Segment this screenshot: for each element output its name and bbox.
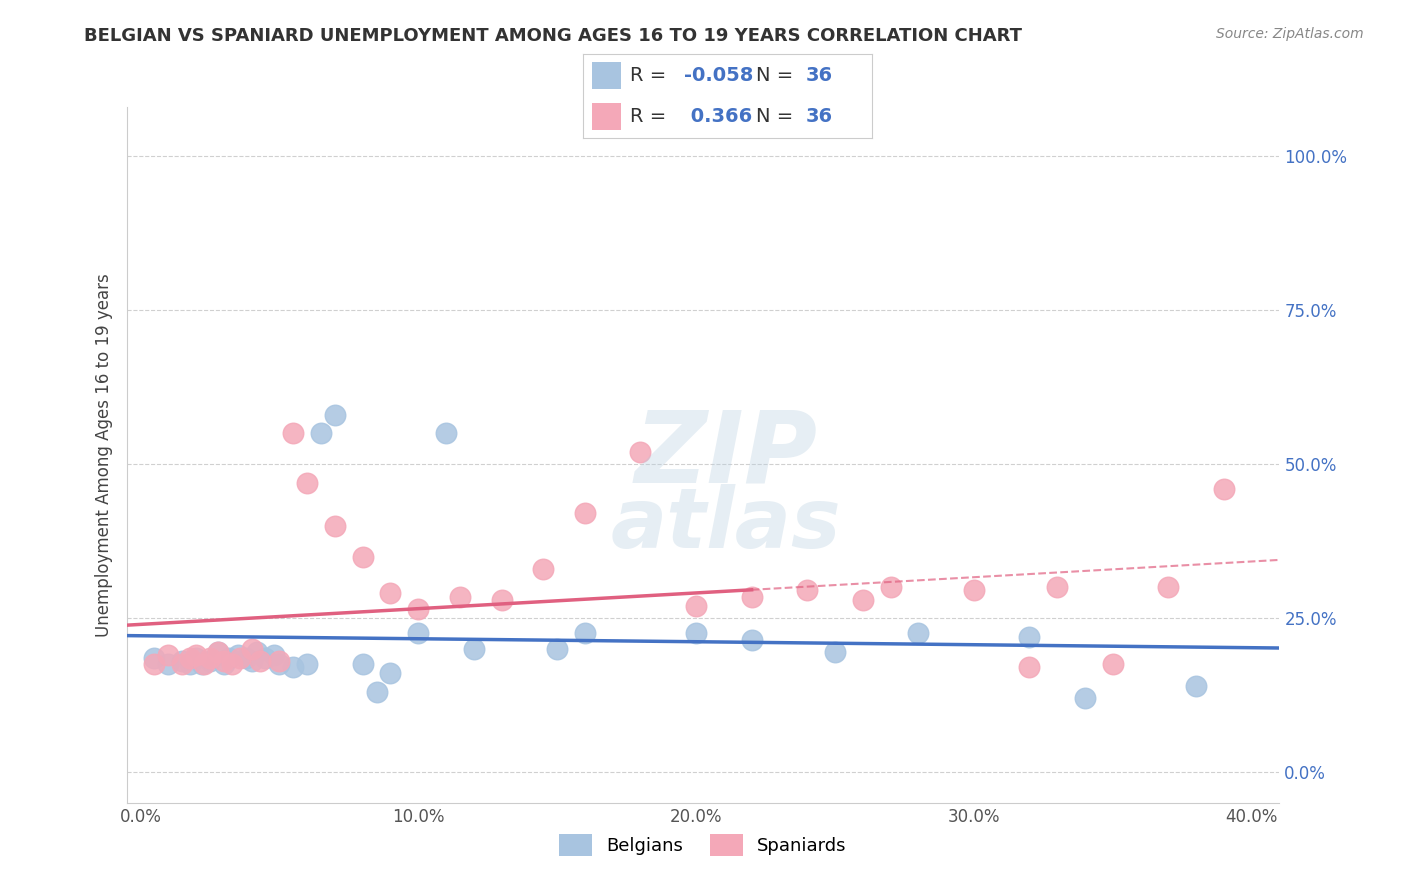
Point (190, 657, 212, 672)
Point (207, 645, 229, 659)
Point (574, 626, 596, 640)
FancyBboxPatch shape (592, 103, 621, 130)
Point (491, 592, 513, 607)
Point (179, 657, 201, 672)
Point (207, 645, 229, 659)
Point (269, 657, 291, 672)
Point (907, 626, 929, 640)
Point (406, 602, 429, 616)
Text: 0.366: 0.366 (685, 107, 752, 126)
Text: atlas: atlas (610, 484, 841, 565)
Point (143, 651, 166, 665)
Text: 36: 36 (806, 107, 832, 126)
Point (531, 562, 554, 576)
Point (323, 408, 346, 422)
FancyBboxPatch shape (592, 62, 621, 89)
Point (352, 657, 374, 672)
Point (157, 657, 180, 672)
Point (240, 654, 263, 668)
Point (449, 590, 471, 604)
Point (172, 657, 194, 672)
Point (295, 475, 318, 490)
Point (240, 641, 263, 656)
Text: Source: ZipAtlas.com: Source: ZipAtlas.com (1216, 27, 1364, 41)
Text: R =: R = (630, 66, 672, 85)
Point (221, 657, 243, 672)
Point (352, 549, 374, 564)
Point (198, 654, 221, 668)
Point (179, 651, 201, 665)
Point (879, 580, 901, 594)
Point (157, 648, 180, 662)
Point (283, 660, 305, 674)
Text: 36: 36 (806, 66, 832, 85)
Point (184, 648, 207, 662)
Point (229, 651, 252, 665)
Point (824, 645, 846, 659)
Point (1212, 482, 1234, 496)
Point (406, 626, 429, 640)
Point (249, 654, 271, 668)
Point (143, 657, 166, 672)
Point (1157, 580, 1180, 594)
Point (1074, 691, 1097, 706)
Point (741, 590, 763, 604)
Point (269, 654, 291, 668)
Point (852, 592, 875, 607)
Point (685, 626, 707, 640)
Point (254, 651, 277, 665)
Point (226, 648, 249, 662)
Point (212, 654, 235, 668)
Point (1046, 580, 1069, 594)
Point (1101, 657, 1123, 672)
Text: -0.058: -0.058 (685, 66, 754, 85)
Point (380, 666, 402, 681)
Text: R =: R = (630, 107, 672, 126)
Point (198, 651, 221, 665)
Point (309, 426, 332, 441)
Point (235, 651, 257, 665)
Point (463, 641, 485, 656)
Y-axis label: Unemployment Among Ages 16 to 19 years: Unemployment Among Ages 16 to 19 years (94, 273, 112, 637)
Point (1018, 630, 1040, 644)
Point (246, 645, 269, 659)
Point (963, 583, 986, 598)
Point (741, 632, 763, 647)
Point (295, 657, 318, 672)
Point (630, 445, 652, 459)
Point (366, 685, 388, 699)
Point (263, 648, 285, 662)
Point (193, 657, 215, 672)
Point (574, 507, 596, 521)
Point (796, 583, 818, 598)
Point (323, 518, 346, 533)
Point (685, 599, 707, 613)
Point (212, 657, 235, 672)
Point (1018, 660, 1040, 674)
Point (172, 654, 194, 668)
Legend: Belgians, Spaniards: Belgians, Spaniards (553, 827, 853, 863)
Text: N =: N = (756, 66, 800, 85)
Point (184, 651, 207, 665)
Text: BELGIAN VS SPANIARD UNEMPLOYMENT AMONG AGES 16 TO 19 YEARS CORRELATION CHART: BELGIAN VS SPANIARD UNEMPLOYMENT AMONG A… (84, 27, 1022, 45)
Point (218, 651, 240, 665)
Point (380, 586, 402, 600)
Point (283, 426, 305, 441)
Point (546, 641, 568, 656)
Point (1185, 679, 1208, 693)
Text: ZIP: ZIP (634, 407, 817, 503)
Text: N =: N = (756, 107, 800, 126)
Point (434, 426, 457, 441)
